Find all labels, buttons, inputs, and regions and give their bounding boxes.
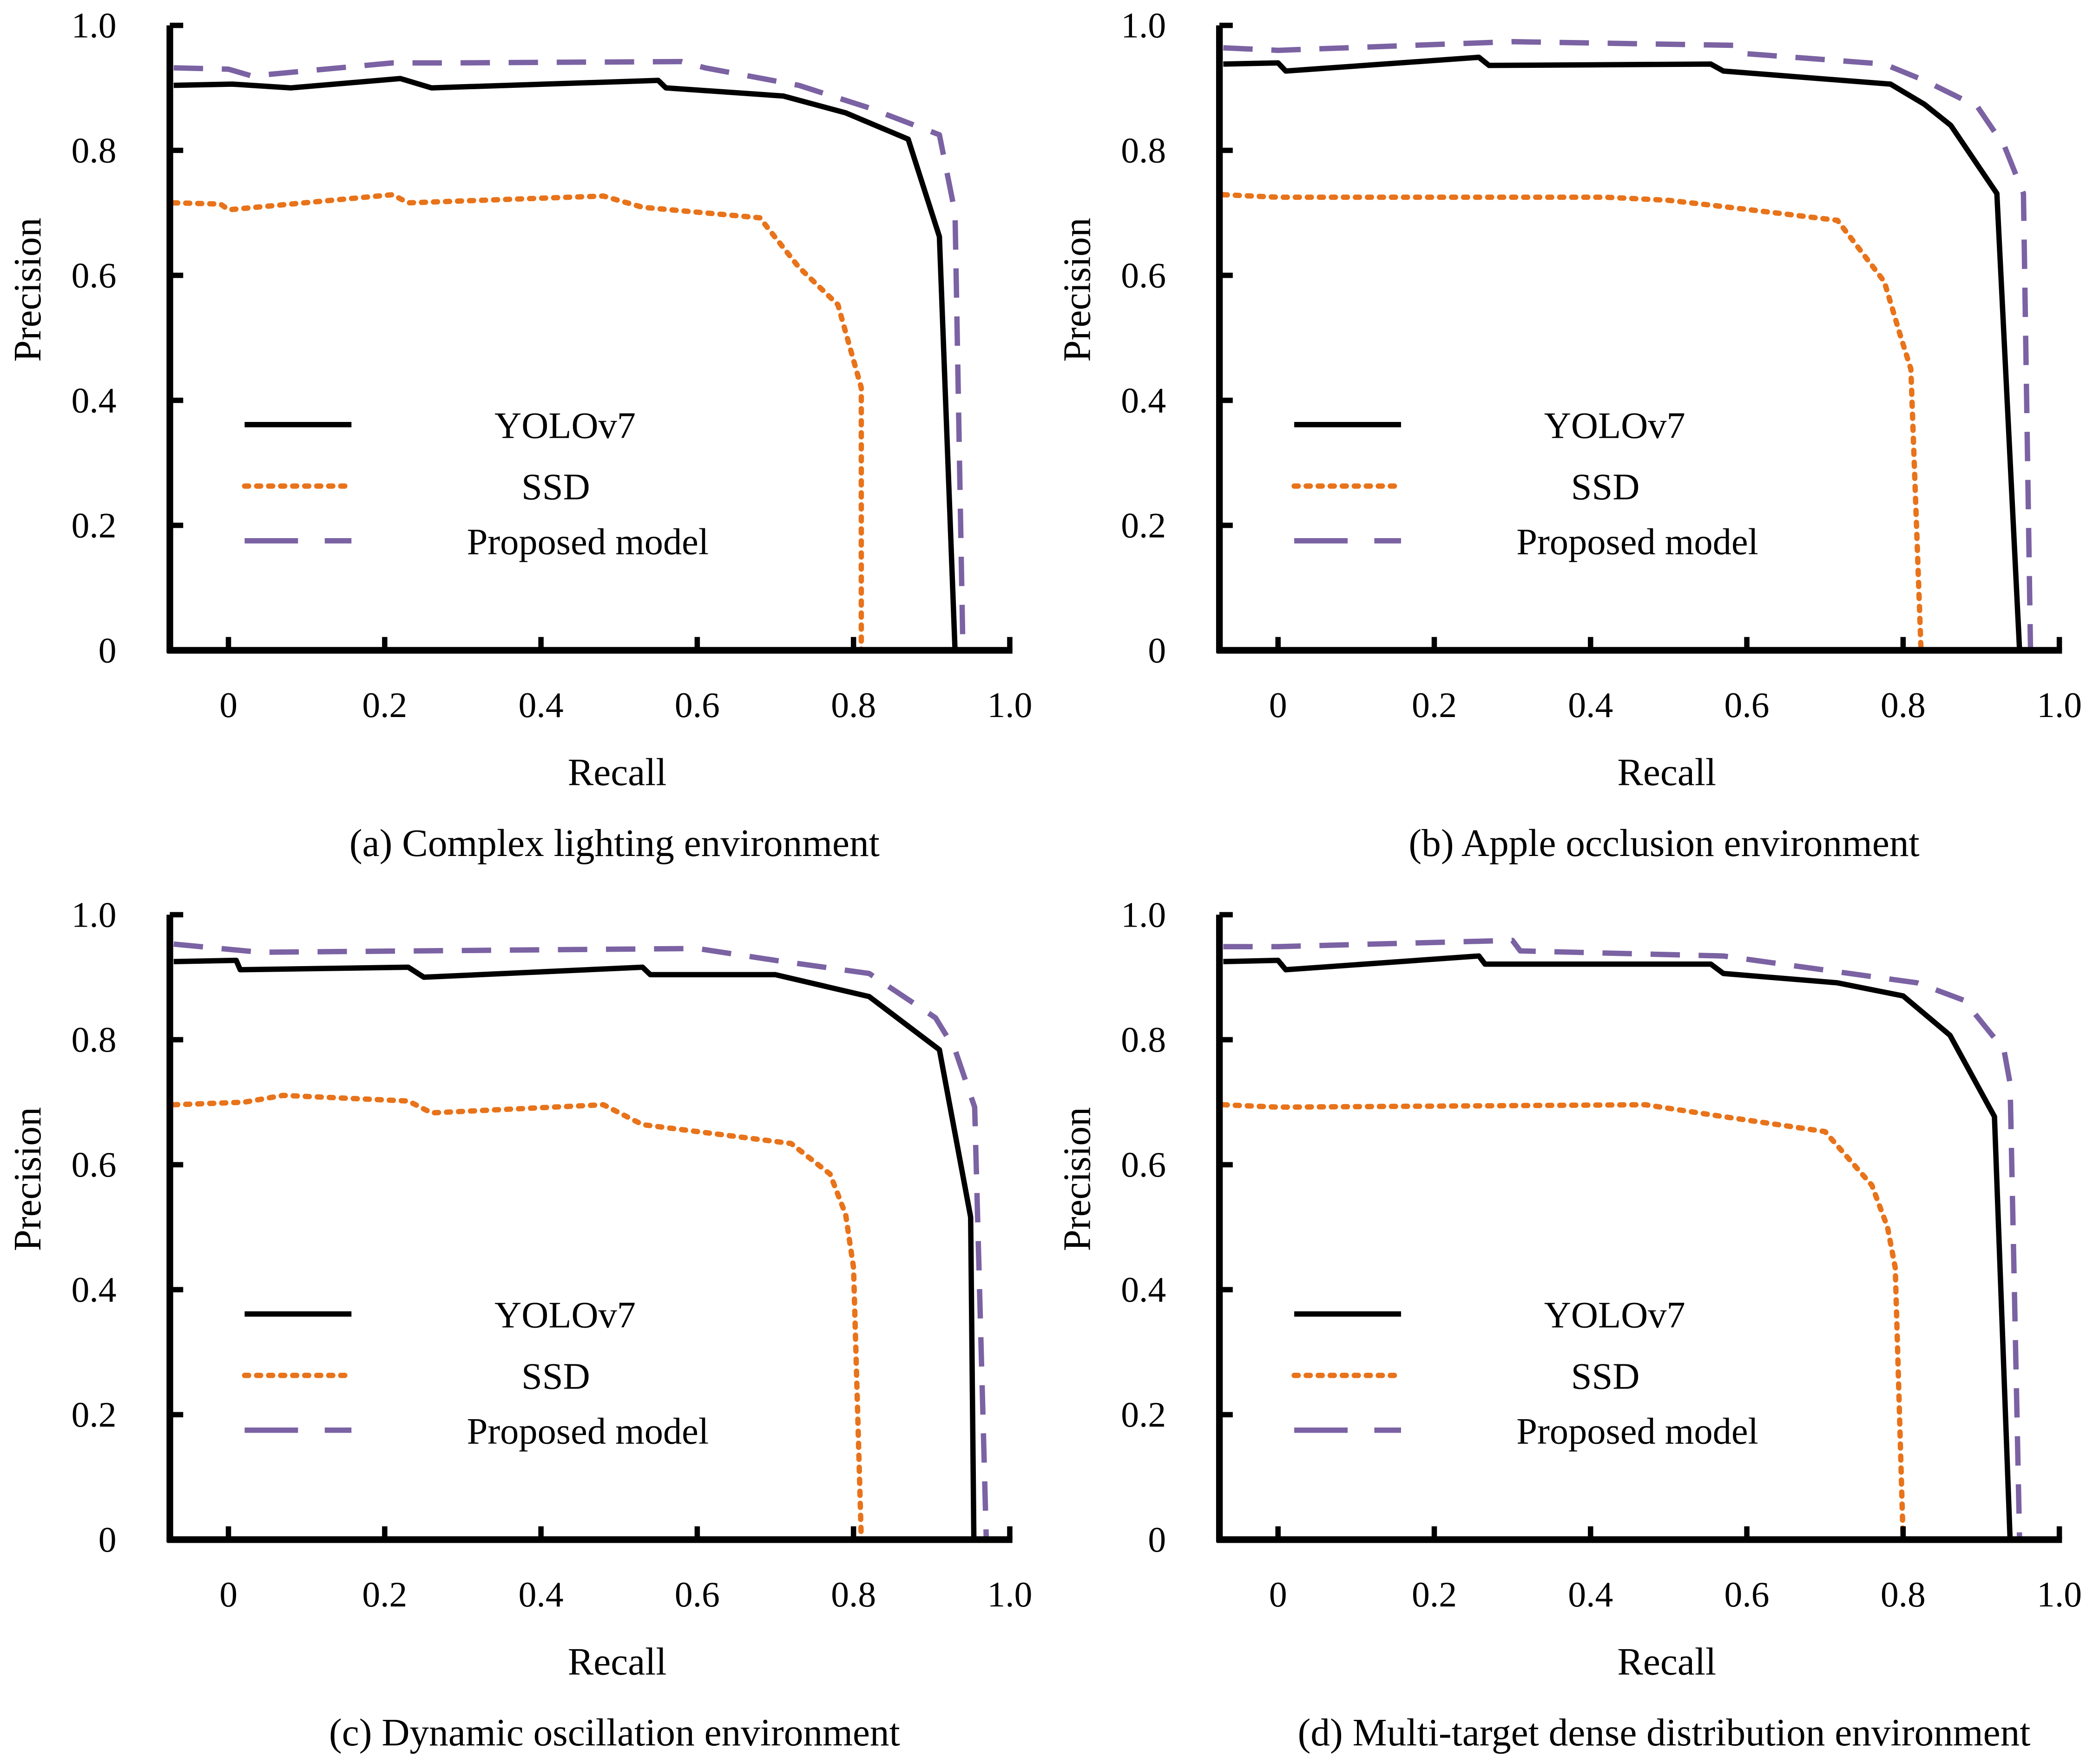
panel-caption: (b) Apple occlusion environment bbox=[1408, 822, 1919, 865]
series-line-yolov7 bbox=[1223, 953, 2013, 1540]
y-tick-label: 1.0 bbox=[1121, 5, 1166, 45]
y-tick-label: 0.6 bbox=[1121, 255, 1166, 295]
y-tick-label: 0.2 bbox=[1121, 1395, 1166, 1435]
legend-label: YOLOv7 bbox=[494, 1294, 636, 1336]
x-tick-label: 0 bbox=[1269, 1574, 1287, 1614]
y-axis-label: Precision bbox=[7, 1107, 49, 1251]
y-tick-label: 1.0 bbox=[72, 895, 117, 935]
y-tick-label: 1.0 bbox=[1121, 895, 1166, 935]
x-tick-label: 0.8 bbox=[1881, 685, 1926, 725]
legend-label: Proposed model bbox=[467, 1410, 709, 1452]
y-tick-label: 0.4 bbox=[72, 1270, 117, 1310]
y-axis-label: Precision bbox=[7, 218, 49, 362]
series-line-proposed-model bbox=[173, 59, 966, 651]
series-line-yolov7 bbox=[173, 76, 958, 651]
y-tick-label: 0 bbox=[1148, 630, 1166, 670]
x-axis-label: Recall bbox=[568, 751, 667, 794]
x-tick-label: 0 bbox=[219, 1574, 237, 1614]
y-tick-label: 0.2 bbox=[72, 505, 117, 545]
chart-panel: YOLOv7 SSD Proposed model 0 0.2 0.4 0.6 0.8 1.0 0… bbox=[7, 895, 1033, 1754]
x-tick-label: 0.2 bbox=[1412, 685, 1457, 725]
x-axis-label: Recall bbox=[568, 1640, 667, 1683]
y-tick-label: 0 bbox=[99, 1520, 117, 1560]
y-axis-label: Precision bbox=[1056, 1107, 1099, 1251]
y-tick-label: 0 bbox=[1148, 1520, 1166, 1560]
y-tick-label: 0.4 bbox=[1121, 380, 1166, 420]
y-tick-label: 0.4 bbox=[72, 380, 117, 420]
x-tick-label: 0.8 bbox=[1881, 1574, 1926, 1614]
x-tick-label: 0.2 bbox=[362, 685, 407, 725]
y-tick-label: 0.8 bbox=[1121, 130, 1166, 170]
y-tick-label: 0.6 bbox=[72, 255, 117, 295]
series-line-ssd bbox=[171, 192, 864, 653]
y-tick-label: 0 bbox=[99, 630, 117, 670]
x-tick-label: 0.2 bbox=[1412, 1574, 1457, 1614]
series-line-yolov7 bbox=[1223, 54, 2022, 651]
y-axis-label: Precision bbox=[1056, 218, 1099, 362]
y-tick-label: 0.8 bbox=[1121, 1020, 1166, 1060]
y-tick-label: 0.2 bbox=[1121, 505, 1166, 545]
legend-label: YOLOv7 bbox=[494, 405, 636, 447]
legend-label: YOLOv7 bbox=[1544, 1294, 1685, 1336]
legend-label: SSD bbox=[1571, 1356, 1640, 1397]
y-tick-label: 0.8 bbox=[72, 1020, 117, 1060]
legend-label: SSD bbox=[521, 1356, 590, 1397]
x-tick-label: 0.6 bbox=[1724, 1574, 1770, 1614]
x-axis-label: Recall bbox=[1617, 751, 1716, 794]
y-tick-label: 0.8 bbox=[72, 130, 117, 170]
legend-label: SSD bbox=[1571, 467, 1640, 508]
x-tick-label: 0 bbox=[1269, 685, 1287, 725]
series-line-proposed-model bbox=[1223, 39, 2034, 651]
x-tick-label: 1.0 bbox=[987, 1574, 1032, 1614]
series-line-proposed-model bbox=[1223, 937, 2022, 1540]
x-tick-label: 1.0 bbox=[2037, 1574, 2082, 1614]
series-line-ssd bbox=[1220, 192, 1924, 653]
x-tick-label: 0.8 bbox=[831, 1574, 876, 1614]
panel-caption: (d) Multi-target dense distribution envi… bbox=[1298, 1711, 2031, 1754]
x-tick-label: 1.0 bbox=[2037, 685, 2082, 725]
x-tick-label: 0.6 bbox=[1724, 685, 1770, 725]
series-line-ssd bbox=[171, 1093, 864, 1542]
legend-label: Proposed model bbox=[1516, 1410, 1758, 1452]
legend-label: Proposed model bbox=[1516, 521, 1758, 563]
x-tick-label: 0.6 bbox=[675, 1574, 720, 1614]
x-tick-label: 0.4 bbox=[1568, 685, 1613, 725]
chart-panel: YOLOv7 SSD Proposed model 0 0.2 0.4 0.6 0.8 1.0 0… bbox=[1056, 5, 2082, 865]
y-tick-label: 1.0 bbox=[72, 5, 117, 45]
x-axis-label: Recall bbox=[1617, 1640, 1716, 1683]
y-tick-label: 0.4 bbox=[1121, 1270, 1166, 1310]
x-tick-label: 0.8 bbox=[831, 685, 876, 725]
series-line-proposed-model bbox=[173, 941, 989, 1540]
legend-label: YOLOv7 bbox=[1544, 405, 1685, 447]
x-tick-label: 1.0 bbox=[987, 685, 1032, 725]
x-tick-label: 0.4 bbox=[519, 1574, 564, 1614]
x-tick-label: 0 bbox=[219, 685, 237, 725]
x-tick-label: 0.6 bbox=[675, 685, 720, 725]
x-tick-label: 0.4 bbox=[519, 685, 564, 725]
series-line-yolov7 bbox=[173, 957, 977, 1540]
y-tick-label: 0.2 bbox=[72, 1395, 117, 1435]
panel-caption: (c) Dynamic oscillation environment bbox=[329, 1711, 900, 1754]
x-tick-label: 0.2 bbox=[362, 1574, 407, 1614]
y-tick-label: 0.6 bbox=[72, 1145, 117, 1185]
series-line-ssd bbox=[1220, 1102, 1906, 1542]
chart-panel: YOLOv7 SSD Proposed model 0 0.2 0.4 0.6 0.8 1.0 0… bbox=[7, 5, 1033, 865]
legend-label: Proposed model bbox=[467, 521, 709, 563]
x-tick-label: 0.4 bbox=[1568, 1574, 1613, 1614]
y-tick-label: 0.6 bbox=[1121, 1145, 1166, 1185]
legend-label: SSD bbox=[521, 467, 590, 508]
panel-caption: (a) Complex lighting environment bbox=[349, 822, 880, 865]
chart-panel: YOLOv7 SSD Proposed model 0 0.2 0.4 0.6 0.8 1.0 0… bbox=[1056, 895, 2082, 1754]
